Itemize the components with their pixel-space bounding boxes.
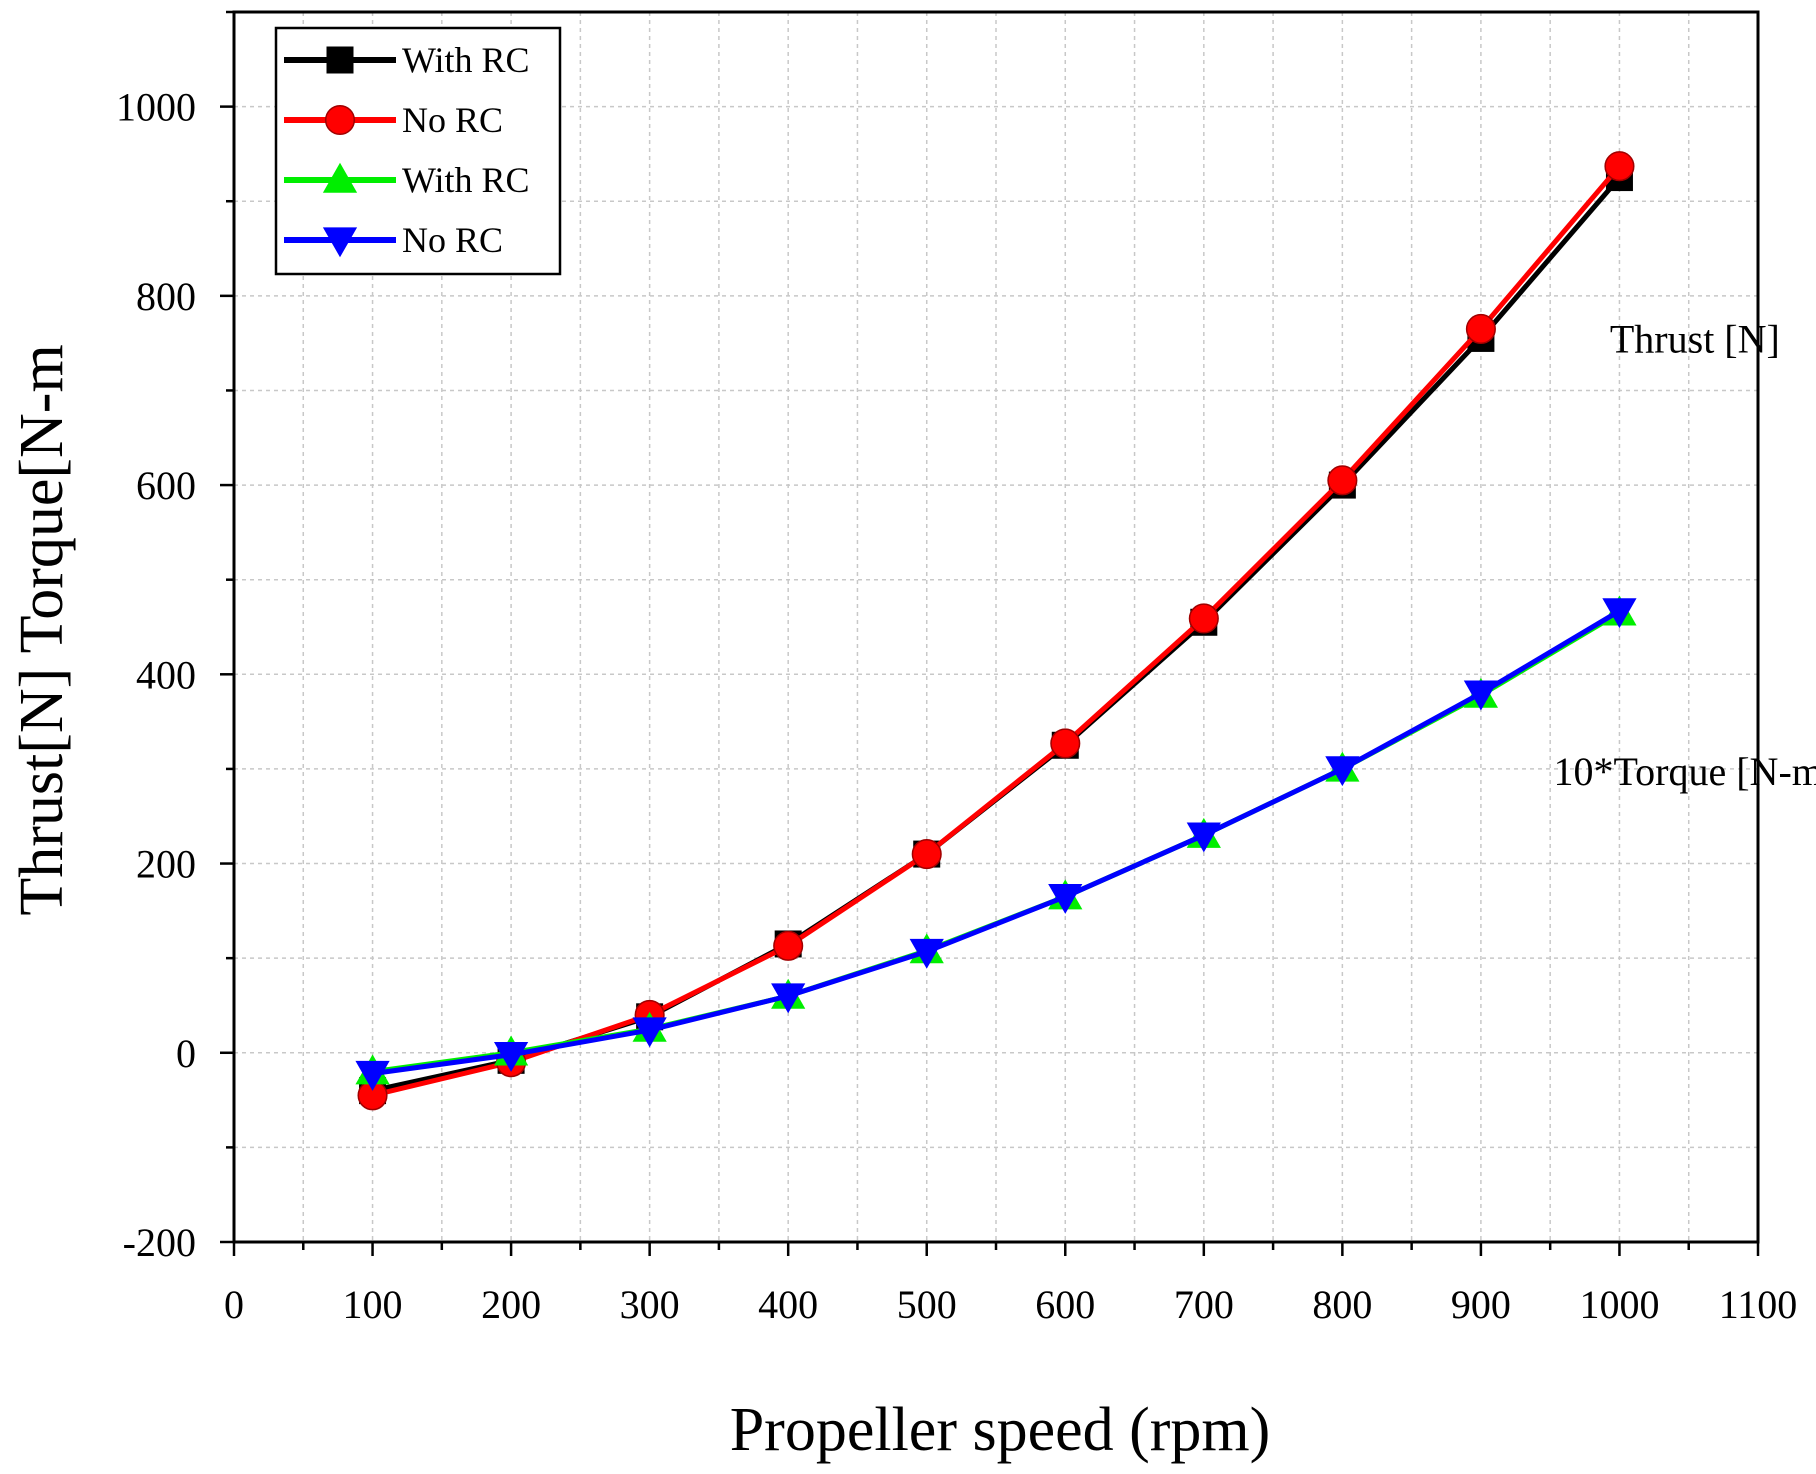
series-layer (355, 151, 1637, 1111)
data-point (1188, 603, 1219, 634)
y-tick-label: 200 (136, 842, 196, 887)
annotations: Thrust [N] 10*Torque [N-m] (1554, 317, 1816, 794)
data-point (773, 930, 804, 961)
legend-item: No RC (284, 100, 503, 140)
data-point (355, 1060, 390, 1091)
axes: 0 100 200 300 400 500 600 700 800 900 1000 1100 -200… (116, 10, 1798, 1327)
data-point (1327, 465, 1358, 496)
legend-marker (326, 46, 354, 74)
legend: With RC No RC With RC No RC (274, 26, 562, 276)
legend-item: With RC (284, 40, 530, 80)
legend-item: With RC (284, 160, 530, 200)
x-axis-title: Propeller speed (rpm) (730, 1396, 1271, 1464)
x-tick-label: 700 (1174, 1282, 1234, 1327)
y-tick-label: 600 (136, 463, 196, 508)
legend-label: With RC (402, 40, 530, 80)
data-point (1463, 680, 1499, 711)
data-point (1186, 822, 1221, 853)
y-tick-label: 800 (136, 274, 196, 319)
series-4 (355, 598, 1637, 1091)
legend-label: No RC (402, 220, 503, 260)
torque-annotation: 10*Torque [N-m] (1554, 749, 1816, 794)
legend-box (274, 26, 562, 276)
data-point (1465, 313, 1496, 345)
x-tick-label: 0 (224, 1282, 244, 1327)
x-tick-label: 100 (343, 1282, 403, 1327)
y-axis-title: Thrust[N] Torque[N-m (8, 344, 76, 915)
y-tick-label: -200 (123, 1220, 196, 1265)
data-point (771, 983, 806, 1014)
legend-label: With RC (402, 160, 530, 200)
x-tick-label: 400 (758, 1282, 818, 1327)
data-point (911, 839, 942, 870)
series-line (372, 608, 1621, 1077)
data-point (1048, 883, 1083, 914)
y-tick-label: 1000 (116, 85, 196, 130)
legend-marker (322, 162, 358, 193)
data-point (632, 1017, 667, 1048)
y-tick-label: 400 (136, 652, 196, 697)
data-point (909, 938, 944, 969)
legend-item: No RC (284, 220, 503, 260)
data-point (1602, 598, 1637, 629)
legend-marker (324, 104, 356, 136)
data-point (1050, 728, 1081, 759)
y-tick-label: 0 (176, 1031, 196, 1076)
legend-label: No RC (402, 100, 503, 140)
data-point (1604, 151, 1635, 182)
x-tick-label: 900 (1451, 1282, 1511, 1327)
legend-marker (322, 227, 358, 258)
thrust-annotation: Thrust [N] (1610, 317, 1780, 362)
x-tick-label: 1100 (1719, 1282, 1798, 1327)
x-tick-label: 800 (1312, 1282, 1372, 1327)
x-tick-label: 200 (481, 1282, 541, 1327)
x-tick-label: 600 (1035, 1282, 1095, 1327)
data-point (1325, 756, 1360, 787)
x-tick-label: 500 (897, 1282, 957, 1327)
data-point (493, 1041, 529, 1072)
x-tick-label: 1000 (1579, 1282, 1659, 1327)
x-tick-label: 300 (620, 1282, 680, 1327)
